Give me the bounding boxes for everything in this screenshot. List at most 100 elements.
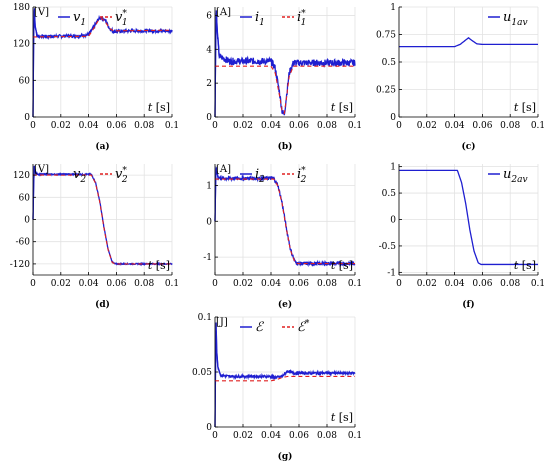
x-tick-label: 0.08	[500, 121, 520, 131]
y-unit-label: [A]	[216, 164, 231, 175]
legend-entry: v2	[73, 167, 86, 185]
chart-c: 0 0.02 0.04 0.06 0.08 0.1 0 0.25 0.5 0.75 1 t [s] u1…	[376, 3, 545, 152]
y-tick-label: 0.1	[198, 313, 212, 323]
x-tick-label: 0	[396, 121, 402, 131]
chart-caption: (d)	[95, 299, 110, 310]
y-tick-label: 120	[13, 40, 30, 50]
legend-entry: ℰ	[255, 320, 264, 335]
x-tick-label: 0.02	[51, 279, 71, 289]
x-tick-label: 0.04	[261, 279, 281, 289]
y-tick-label: 0	[206, 217, 212, 227]
x-tick-label: 0	[212, 279, 218, 289]
y-tick-label: 0.05	[192, 368, 212, 378]
y-tick-label: 0.5	[382, 58, 397, 68]
x-tick-label: 0.04	[261, 121, 281, 131]
chart-f: 0 0.02 0.04 0.06 0.08 0.1 -1 -0.5 0 0.5 1 t [s] u2av…	[379, 163, 546, 310]
x-tick-label: 0.04	[261, 431, 281, 441]
x-tick-label: 0.06	[106, 121, 126, 131]
y-unit-label: [V]	[34, 7, 49, 18]
legend-entry: v* 2	[115, 166, 128, 185]
legend-entry: u1av	[503, 10, 528, 28]
chart-d: 0 0.02 0.04 0.06 0.08 0.1 -120 -60 0 60 120 [V] t [s…	[10, 164, 179, 310]
chart-caption: (c)	[462, 141, 476, 152]
x-tick-label: 0.06	[289, 431, 309, 441]
x-tick-label: 0.08	[134, 279, 154, 289]
series-line-2	[215, 375, 355, 382]
y-tick-label: 120	[13, 171, 30, 181]
y-tick-label: 1	[206, 181, 212, 191]
y-tick-label: 0	[24, 216, 30, 226]
legend-entry: i2	[255, 167, 265, 185]
y-tick-label: 0	[390, 216, 396, 226]
legend-entry: v1	[73, 10, 86, 28]
series-line-1	[32, 10, 173, 118]
x-axis-label: t [s]	[331, 259, 353, 272]
chart-a: 0 0.02 0.04 0.06 0.08 0.1 0 60 120 180 [V] t [s] v1 v…	[13, 3, 179, 152]
y-tick-label: 180	[13, 3, 30, 13]
legend-entry: i* 2	[297, 166, 307, 185]
x-tick-label: 0.1	[348, 279, 362, 289]
y-tick-label: 0.75	[376, 31, 396, 41]
x-tick-label: 0.04	[79, 279, 99, 289]
series-line-2	[33, 18, 173, 38]
chart-caption: (f)	[462, 299, 474, 310]
x-tick-label: 0.02	[233, 279, 253, 289]
x-tick-label: 0.1	[165, 279, 179, 289]
x-tick-label: 0.08	[317, 279, 337, 289]
legend-entry: i1	[255, 10, 265, 28]
y-tick-label: 60	[19, 193, 31, 203]
x-tick-label: 0.1	[348, 431, 362, 441]
chart-caption: (g)	[278, 451, 293, 462]
x-tick-label: 0.06	[289, 279, 309, 289]
y-tick-label: 4	[206, 45, 212, 55]
series-line-2	[215, 65, 355, 115]
x-tick-label: 0.08	[134, 121, 154, 131]
y-tick-label: 0	[390, 113, 396, 123]
x-tick-label: 0.04	[445, 121, 465, 131]
x-tick-label: 0	[212, 431, 218, 441]
x-axis-label: t [s]	[148, 101, 170, 114]
y-tick-label: 1	[390, 163, 396, 173]
y-tick-label: -1	[387, 268, 396, 278]
x-axis-label: t [s]	[331, 411, 353, 424]
x-tick-label: 0	[30, 121, 36, 131]
x-tick-label: 0.02	[417, 279, 437, 289]
y-tick-label: -1	[203, 253, 212, 263]
y-tick-label: 6	[206, 11, 212, 21]
x-tick-label: 0.04	[79, 121, 99, 131]
chart-g: 0 0.02 0.04 0.06 0.08 0.1 0 0.05 0.1 [J] t [s] ℰ ℰ* (…	[192, 313, 362, 462]
x-tick-label: 0.02	[417, 121, 437, 131]
chart-caption: (b)	[278, 141, 293, 152]
x-axis-label: t [s]	[148, 259, 170, 272]
chart-e: 0 0.02 0.04 0.06 0.08 0.1 -1 0 1 [A] t [s] i2 i* 2 (e)	[203, 164, 362, 310]
y-tick-label: 60	[19, 76, 31, 86]
x-tick-label: 0.06	[289, 121, 309, 131]
x-tick-label: 0.1	[531, 121, 545, 131]
y-unit-label: [A]	[216, 7, 231, 18]
y-tick-label: 0.5	[382, 189, 397, 199]
legend-entry: ℰ*	[297, 319, 310, 335]
y-tick-label: 0	[206, 423, 212, 433]
x-tick-label: 0.08	[500, 279, 520, 289]
series-line-1	[399, 169, 538, 266]
y-tick-label: 0.25	[376, 86, 396, 96]
chart-b: 0 0.02 0.04 0.06 0.08 0.1 0 2 4 6 [A] t [s] i1 i* 1 (b)	[206, 7, 362, 152]
x-tick-label: 0.06	[106, 279, 126, 289]
x-tick-label: 0.1	[165, 121, 179, 131]
x-tick-label: 0	[30, 279, 36, 289]
y-unit-label: [V]	[34, 164, 49, 175]
x-tick-label: 0.1	[531, 279, 545, 289]
legend-entry: i* 1	[297, 9, 306, 28]
y-unit-label: [J]	[216, 317, 228, 328]
legend-entry: v* 1	[115, 9, 128, 28]
x-tick-label: 0.08	[317, 121, 337, 131]
x-tick-label: 0	[396, 279, 402, 289]
x-axis-label: t [s]	[514, 259, 536, 272]
x-tick-label: 0.08	[317, 431, 337, 441]
chart-caption: (e)	[278, 299, 292, 310]
y-tick-label: 0	[24, 113, 30, 123]
x-tick-label: 0.02	[233, 431, 253, 441]
series-line-1	[214, 330, 356, 428]
x-tick-label: 0.06	[472, 279, 492, 289]
